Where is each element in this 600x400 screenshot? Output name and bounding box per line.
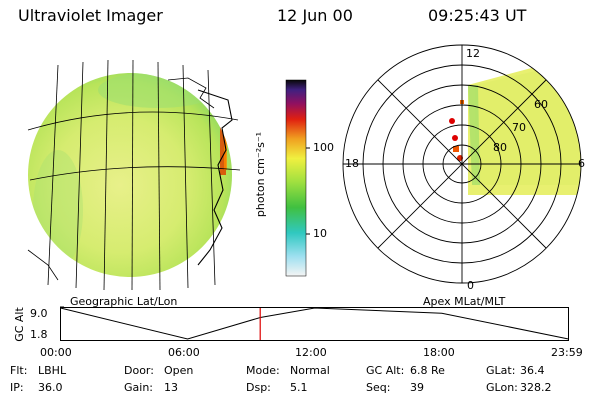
time-tick-1200: 12:00 <box>295 346 327 359</box>
status-label: GLat: <box>486 364 516 377</box>
mlt-label-0: 0 <box>467 279 474 292</box>
status-value: 13 <box>164 381 178 394</box>
status-value: 5.1 <box>290 381 308 394</box>
status-label: Seq: <box>366 381 391 394</box>
altitude-ytick-max: 9.0 <box>30 307 48 320</box>
status-value: 36.4 <box>520 364 545 377</box>
mlat-label-70: 70 <box>512 121 526 134</box>
colorbar <box>285 79 310 277</box>
time-tick-0000: 00:00 <box>40 346 72 359</box>
status-label: Dsp: <box>246 381 271 394</box>
status-label: GC Alt: <box>366 364 405 377</box>
status-value: 328.2 <box>520 381 552 394</box>
status-label: IP: <box>10 381 24 394</box>
mlat-label-80: 80 <box>493 141 507 154</box>
altitude-ytick-min: 1.8 <box>30 328 48 341</box>
time-label: 09:25:43 UT <box>428 6 527 25</box>
status-label: Flt: <box>10 364 28 377</box>
colorbar-tick-100: 100 <box>313 141 334 154</box>
mlt-label-18: 18 <box>345 157 359 170</box>
polar-plot <box>342 44 582 284</box>
status-value: 36.0 <box>38 381 63 394</box>
altitude-strip-chart <box>60 306 569 341</box>
time-tick-2359: 23:59 <box>551 346 583 359</box>
instrument-title: Ultraviolet Imager <box>18 6 163 25</box>
colorbar-tick-10: 10 <box>313 227 327 240</box>
colorbar-unit-label: photon cm⁻²s⁻¹ <box>254 131 268 218</box>
status-label: Gain: <box>124 381 153 394</box>
status-label: Mode: <box>246 364 280 377</box>
apex-projection-label: Apex MLat/MLT <box>423 295 506 308</box>
geographic-earth-image <box>27 59 241 291</box>
mlat-label-60: 60 <box>534 98 548 111</box>
mlt-label-12: 12 <box>466 47 480 60</box>
time-tick-1800: 18:00 <box>423 346 455 359</box>
date-label: 12 Jun 00 <box>277 6 353 25</box>
status-value: Open <box>164 364 194 377</box>
time-tick-0600: 06:00 <box>168 346 200 359</box>
status-label: Door: <box>124 364 154 377</box>
altitude-curve <box>60 307 569 340</box>
status-label: GLon: <box>486 381 518 394</box>
altitude-axis-label: GC Alt <box>12 307 26 342</box>
status-value: 6.8 Re <box>410 364 445 377</box>
status-value: Normal <box>290 364 330 377</box>
status-value: 39 <box>410 381 424 394</box>
geographic-projection-label: Geographic Lat/Lon <box>70 295 178 308</box>
mlt-label-6: 6 <box>578 157 585 170</box>
status-value: LBHL <box>38 364 67 377</box>
